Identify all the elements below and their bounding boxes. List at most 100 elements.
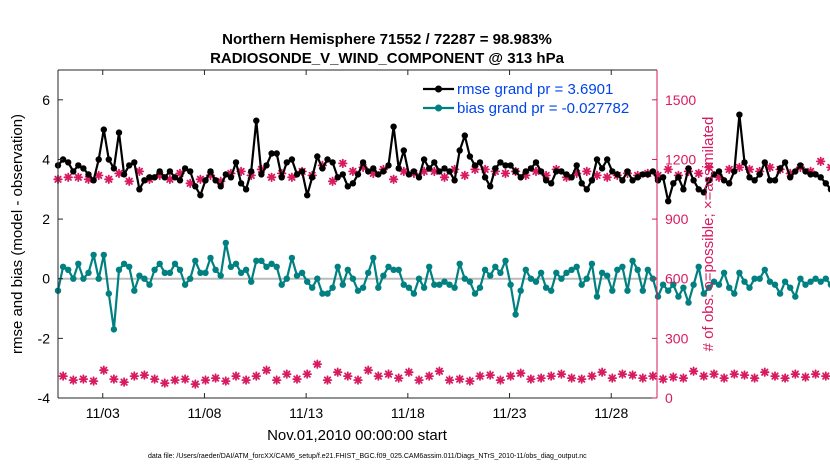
bias-point: [481, 266, 489, 273]
bias-point: [553, 269, 560, 276]
rmse-point: [212, 177, 219, 184]
y-tick-label-right: 1500: [665, 92, 696, 108]
obs-count-marker: [770, 371, 780, 381]
series-layer: [53, 111, 830, 389]
rmse-point: [207, 168, 214, 175]
obs-count-marker: [292, 374, 302, 384]
bias-point: [105, 290, 113, 297]
rmse-point: [548, 180, 555, 187]
y-tick-label-left: 2: [42, 211, 50, 227]
rmse-point: [761, 159, 768, 166]
rmse-point: [507, 162, 514, 169]
bias-series-line: [56, 241, 830, 331]
bias-point: [141, 275, 148, 282]
obs-count-marker: [195, 174, 206, 185]
bias-point: [288, 254, 296, 262]
bias-point: [629, 257, 636, 264]
rmse-point: [105, 156, 113, 163]
rmse-point: [593, 156, 601, 163]
bias-point: [415, 275, 423, 282]
obs-count-marker: [816, 156, 826, 167]
rmse-point: [156, 168, 163, 175]
chart-title: Northern Hemisphere 71552 / 72287 = 98.9…: [222, 31, 552, 48]
bias-point: [812, 275, 819, 282]
rmse-point: [665, 198, 672, 205]
bias-point: [136, 272, 143, 279]
obs-count-marker: [607, 373, 617, 383]
rmse-point: [217, 183, 224, 190]
bias-point: [705, 284, 713, 291]
rmse-point: [227, 174, 235, 181]
rmse-point: [242, 186, 250, 193]
bias-point: [120, 260, 128, 267]
bias-point: [817, 278, 824, 285]
obs-count-marker: [210, 373, 221, 383]
rmse-point: [324, 156, 331, 163]
obs-count-marker: [729, 369, 739, 379]
bias-point: [237, 269, 245, 276]
rmse-point: [258, 171, 265, 178]
obs-count-marker: [485, 370, 495, 380]
bias-point: [349, 275, 357, 282]
rmse-point: [237, 180, 245, 187]
bias-point: [558, 275, 565, 282]
bias-point: [507, 281, 514, 288]
obs-count-marker: [790, 369, 800, 379]
bias-point: [756, 275, 763, 282]
rmse-point: [659, 174, 667, 181]
bias-point: [100, 251, 108, 259]
rmse-point: [263, 162, 270, 169]
bias-point: [253, 257, 260, 264]
obs-count-marker: [404, 367, 414, 377]
obs-count-marker: [694, 168, 704, 179]
rmse-point: [400, 147, 407, 154]
rmse-point: [771, 177, 779, 184]
bias-point: [751, 275, 758, 282]
rmse-point: [354, 171, 362, 178]
rmse-point: [85, 171, 92, 178]
rmse-point: [675, 174, 682, 181]
rmse-point: [380, 168, 387, 175]
bias-point: [90, 251, 97, 259]
bias-point: [685, 299, 692, 306]
bias-point: [293, 272, 301, 279]
bias-point: [420, 284, 428, 291]
rmse-point: [375, 171, 382, 178]
rmse-point: [766, 177, 774, 184]
rmse-point: [405, 171, 413, 178]
bias-point: [710, 278, 718, 285]
rmse-point: [517, 174, 524, 181]
rmse-point: [268, 150, 275, 157]
y-axis-label-left: rmse and bias (model - observation): [9, 114, 26, 354]
bias-point: [665, 287, 672, 294]
bias-point: [517, 287, 524, 294]
bias-point: [451, 284, 458, 291]
obs-count-marker: [658, 374, 668, 384]
bias-point: [65, 266, 72, 273]
obs-count-marker: [104, 174, 114, 185]
obs-count-marker: [343, 371, 353, 381]
obs-count-marker: [617, 369, 628, 379]
obs-count-marker: [536, 373, 546, 383]
bias-point: [227, 263, 235, 270]
rmse-point: [110, 165, 118, 172]
obs-count-marker: [826, 163, 830, 172]
rmse-point: [756, 171, 763, 178]
bias-point: [466, 278, 474, 285]
legend-rmse-label: rmse grand pr = 3.6901: [457, 81, 613, 98]
obs-count-marker: [668, 372, 678, 382]
obs-count-marker: [587, 371, 597, 381]
bias-point: [461, 275, 468, 282]
rmse-point: [827, 186, 830, 193]
y-axis-label-right: # of obs: o=possible; ×=assimilated: [700, 117, 717, 352]
bias-point: [283, 275, 290, 282]
rmse-point: [588, 177, 596, 184]
obs-count-marker: [302, 369, 312, 379]
rmse-point: [365, 168, 372, 175]
bias-point: [792, 293, 799, 300]
rmse-point: [410, 168, 418, 175]
rmse-point: [690, 177, 697, 184]
bias-point: [781, 278, 789, 285]
obs-count-marker: [810, 369, 821, 379]
obs-count-marker: [388, 174, 399, 185]
